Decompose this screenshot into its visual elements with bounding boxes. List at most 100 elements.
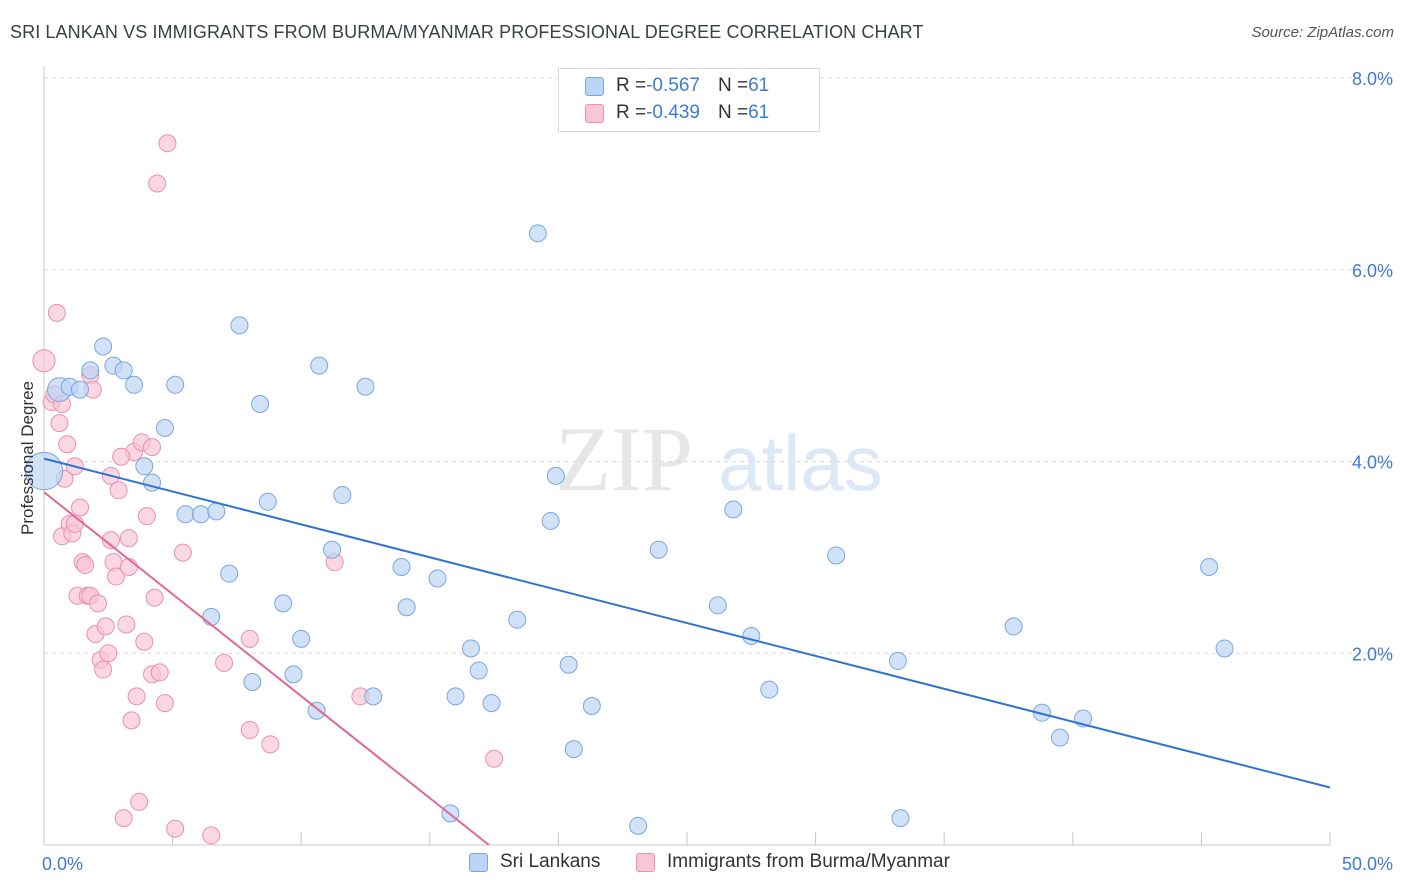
trendline-sri-lankans (43, 457, 1331, 789)
data-point-immigrants-burma (240, 720, 259, 739)
trendline-immigrants-burma (43, 491, 490, 846)
data-point-immigrants-burma (114, 809, 133, 828)
data-point-immigrants-burma (143, 438, 162, 457)
data-point-sri-lankans (724, 500, 743, 519)
legend-row-sri-lankans: R = -0.567 N = 61 (585, 75, 769, 97)
data-point-sri-lankans (629, 816, 648, 835)
legend-r-value: -0.439 (646, 102, 700, 123)
data-point-sri-lankans (1004, 617, 1023, 636)
legend-r-value: -0.567 (646, 75, 700, 96)
data-point-immigrants-burma (166, 819, 185, 838)
data-point-sri-lankans (392, 557, 411, 576)
data-point-sri-lankans (307, 701, 326, 720)
data-point-immigrants-burma (117, 615, 136, 634)
data-point-sri-lankans (1050, 728, 1069, 747)
data-point-immigrants-burma (109, 481, 128, 500)
data-point-immigrants-burma (122, 711, 141, 730)
data-point-sri-lankans (649, 540, 668, 559)
data-point-sri-lankans (1032, 703, 1051, 722)
data-point-sri-lankans (251, 394, 270, 413)
data-point-sri-lankans (155, 418, 174, 437)
data-point-sri-lankans (708, 596, 727, 615)
y-tick-label: 2.0% (1352, 644, 1393, 664)
data-point-sri-lankans (94, 337, 113, 356)
series-swatch-pink (636, 852, 655, 872)
data-point-sri-lankans (258, 492, 277, 511)
data-point-sri-lankans (207, 502, 226, 521)
legend-r-label: R = (616, 102, 647, 123)
chart-title: SRI LANKAN VS IMMIGRANTS FROM BURMA/MYAN… (10, 22, 924, 42)
data-point-sri-lankans (827, 546, 846, 565)
series-legend: Sri Lankans Immigrants from Burma/Myanma… (0, 851, 1406, 877)
data-point-immigrants-burma (119, 529, 138, 548)
data-point-sri-lankans (1215, 639, 1234, 658)
data-point-immigrants-burma (32, 349, 56, 373)
data-point-immigrants-burma (112, 447, 131, 466)
data-point-sri-lankans (546, 466, 565, 485)
data-point-sri-lankans (891, 809, 910, 828)
data-point-sri-lankans (461, 639, 480, 658)
series-label-sri-lankans: Sri Lankans (500, 851, 601, 872)
data-point-immigrants-burma (130, 792, 149, 811)
legend-swatch-pink (585, 103, 604, 123)
data-point-immigrants-burma (145, 588, 164, 607)
data-point-immigrants-burma (202, 826, 221, 845)
data-point-sri-lankans (333, 486, 352, 505)
data-point-immigrants-burma (158, 134, 177, 153)
data-point-sri-lankans (243, 673, 262, 692)
data-point-sri-lankans (176, 505, 195, 524)
legend-n-label: N = (717, 75, 749, 96)
series-sri-lankans-points (24, 224, 1234, 835)
data-point-sri-lankans (81, 361, 100, 380)
series-legend-immigrants-burma[interactable]: Immigrants from Burma/Myanmar (636, 851, 950, 873)
data-point-sri-lankans (541, 511, 560, 530)
data-point-sri-lankans (446, 687, 465, 706)
y-tick-label: 4.0% (1352, 453, 1393, 473)
data-point-sri-lankans (888, 651, 907, 670)
data-point-immigrants-burma (76, 556, 95, 575)
data-point-sri-lankans (528, 224, 547, 243)
data-point-sri-lankans (135, 457, 154, 476)
data-point-sri-lankans (202, 607, 221, 626)
tick-labels: 2.0% 4.0% 6.0% 8.0% 0.0% 50.0% (42, 69, 1393, 874)
data-point-immigrants-burma (58, 435, 77, 454)
y-tick-label: 8.0% (1352, 69, 1393, 89)
gridlines (44, 77, 1392, 654)
data-point-immigrants-burma (155, 694, 174, 713)
data-point-immigrants-burma (50, 414, 69, 433)
legend-swatch-blue (585, 76, 604, 96)
data-point-sri-lankans (1200, 557, 1219, 576)
data-point-sri-lankans (284, 665, 303, 684)
watermark-zip: ZIP (555, 408, 693, 510)
x-tick-label: 0.0% (42, 854, 83, 874)
data-point-sri-lankans (274, 594, 293, 613)
data-point-sri-lankans (323, 540, 342, 559)
data-point-sri-lankans (230, 316, 249, 335)
data-point-sri-lankans (760, 680, 779, 699)
correlation-legend: R = -0.567 N = 61 R = -0.439 N = 61 (558, 68, 820, 132)
data-point-immigrants-burma (240, 629, 259, 648)
data-point-sri-lankans (508, 610, 527, 629)
data-point-immigrants-burma (71, 498, 90, 517)
legend-r-label: R = (616, 75, 647, 96)
data-point-immigrants-burma (150, 663, 169, 682)
data-point-sri-lankans (71, 380, 90, 399)
data-point-immigrants-burma (173, 543, 192, 562)
y-tick-label: 6.0% (1352, 261, 1393, 281)
trendlines (43, 457, 1331, 846)
data-point-sri-lankans (114, 361, 133, 380)
series-legend-sri-lankans[interactable]: Sri Lankans (469, 851, 600, 873)
data-point-sri-lankans (397, 598, 416, 617)
data-point-sri-lankans (310, 356, 329, 375)
data-point-immigrants-burma (485, 749, 504, 768)
source-credit: Source: ZipAtlas.com (1251, 24, 1394, 41)
series-immigrants-burma-points (32, 134, 504, 845)
data-point-sri-lankans (564, 740, 583, 759)
data-point-sri-lankans (191, 505, 210, 524)
data-point-sri-lankans (166, 375, 185, 394)
legend-n-label: N = (717, 102, 749, 123)
watermark-atlas: atlas (718, 419, 883, 507)
data-point-sri-lankans (469, 661, 488, 680)
series-swatch-blue (469, 852, 488, 872)
data-point-immigrants-burma (89, 594, 108, 613)
